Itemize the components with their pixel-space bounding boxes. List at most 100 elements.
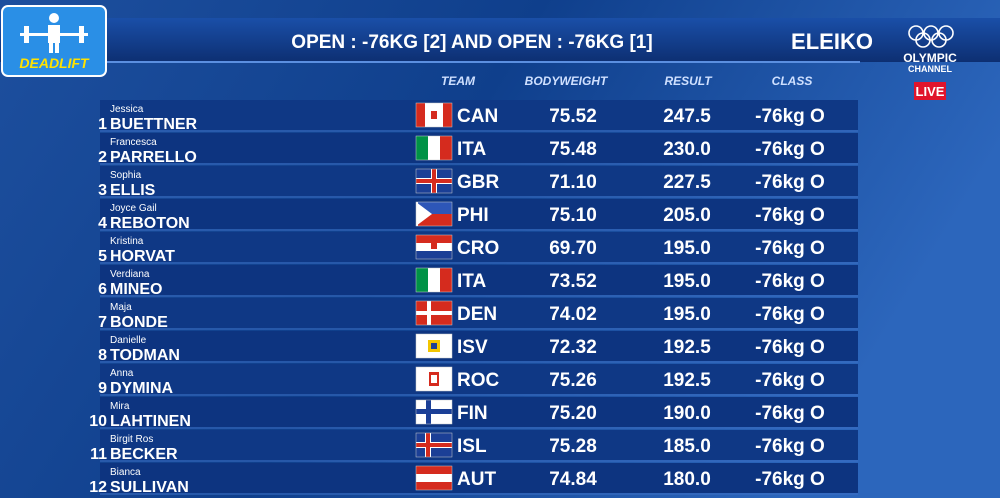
flag-border [415, 432, 453, 458]
result: 195.0 [663, 304, 711, 325]
last-name: LAHTINEN [110, 413, 191, 430]
team: DEN [457, 304, 497, 325]
class: -76kg O [755, 205, 825, 226]
flag-border [415, 366, 453, 392]
flag-part [416, 409, 452, 414]
title-banner [0, 18, 1000, 62]
flag-part [416, 202, 432, 226]
column-header: BODYWEIGHT [525, 74, 609, 88]
column-header: TEAM [441, 74, 476, 88]
team: ISL [457, 436, 487, 457]
team: ITA [457, 139, 486, 160]
flag-part [416, 103, 425, 127]
result: 247.5 [663, 106, 711, 127]
live-label: LIVE [916, 84, 945, 99]
flag-part [416, 251, 452, 259]
flag [415, 267, 453, 293]
class: -76kg O [755, 370, 825, 391]
flag-border [415, 234, 453, 260]
first-name: Verdiana [110, 269, 150, 280]
badge-label: DEADLIFT [19, 55, 90, 71]
flag-part [428, 268, 440, 292]
first-name: Anna [110, 368, 134, 379]
rank: 8 [98, 347, 107, 364]
result: 227.5 [663, 172, 711, 193]
title: OPEN : -76KG [2] AND OPEN : -76KG [1] [291, 32, 652, 53]
row-band [100, 199, 858, 229]
class: -76kg O [755, 238, 825, 259]
flag-part [443, 103, 452, 127]
flag-part [431, 241, 437, 249]
rank: 6 [98, 281, 107, 298]
flag-part [416, 443, 452, 447]
flag [415, 333, 453, 359]
flag-part [416, 235, 452, 243]
flag [415, 465, 453, 491]
class: -76kg O [755, 403, 825, 424]
flag-border [415, 300, 453, 326]
class: -76kg O [755, 271, 825, 292]
last-name: MINEO [110, 281, 162, 298]
rank: 7 [98, 314, 107, 331]
row-band [100, 133, 858, 163]
flag-part [416, 466, 452, 474]
flag-border [415, 135, 453, 161]
class: -76kg O [755, 304, 825, 325]
last-name: REBOTON [110, 215, 190, 232]
first-name: Danielle [110, 335, 147, 346]
row-band [100, 430, 858, 460]
last-name: BUETTNER [110, 116, 198, 133]
team: CRO [457, 238, 499, 259]
first-name: Kristina [110, 236, 144, 247]
team: FIN [457, 403, 488, 424]
result: 195.0 [663, 271, 711, 292]
lifter-icon [20, 13, 88, 53]
result: 192.5 [663, 370, 711, 391]
last-name: BONDE [110, 314, 168, 331]
rank: 5 [98, 248, 107, 265]
team: ISV [457, 337, 488, 358]
rank: 3 [98, 182, 107, 199]
flag [415, 168, 453, 194]
team: GBR [457, 172, 500, 193]
bodyweight: 74.02 [549, 304, 597, 325]
flag-border [415, 399, 453, 425]
result: 190.0 [663, 403, 711, 424]
class: -76kg O [755, 337, 825, 358]
first-name: Francesca [110, 137, 157, 148]
class: -76kg O [755, 172, 825, 193]
channel-name: CHANNEL [908, 64, 953, 74]
last-name: ELLIS [110, 182, 156, 199]
row-band [100, 265, 858, 295]
row-band [100, 331, 858, 361]
flag-part [416, 268, 428, 292]
bodyweight: 73.52 [549, 271, 597, 292]
flag-part [416, 136, 428, 160]
live-badge [914, 82, 946, 100]
first-name: Sophia [110, 170, 142, 181]
bodyweight: 74.84 [549, 469, 597, 490]
last-name: TODMAN [110, 347, 180, 364]
bodyweight: 75.10 [549, 205, 597, 226]
class: -76kg O [755, 106, 825, 127]
last-name: PARRELLO [110, 149, 197, 166]
last-name: HORVAT [110, 248, 175, 265]
flag-part [432, 169, 436, 193]
bodyweight: 75.28 [549, 436, 597, 457]
class: -76kg O [755, 436, 825, 457]
row-band [100, 397, 858, 427]
flag-part [431, 111, 437, 119]
rank: 1 [98, 116, 107, 133]
flag-part [440, 268, 452, 292]
rank: 2 [98, 149, 107, 166]
row-band [100, 166, 858, 196]
team: PHI [457, 205, 489, 226]
flag-part [416, 482, 452, 490]
team: CAN [457, 106, 498, 127]
class: -76kg O [755, 469, 825, 490]
result: 185.0 [663, 436, 711, 457]
flag [415, 300, 453, 326]
flag-border [415, 267, 453, 293]
last-name: DYMINA [110, 380, 174, 397]
